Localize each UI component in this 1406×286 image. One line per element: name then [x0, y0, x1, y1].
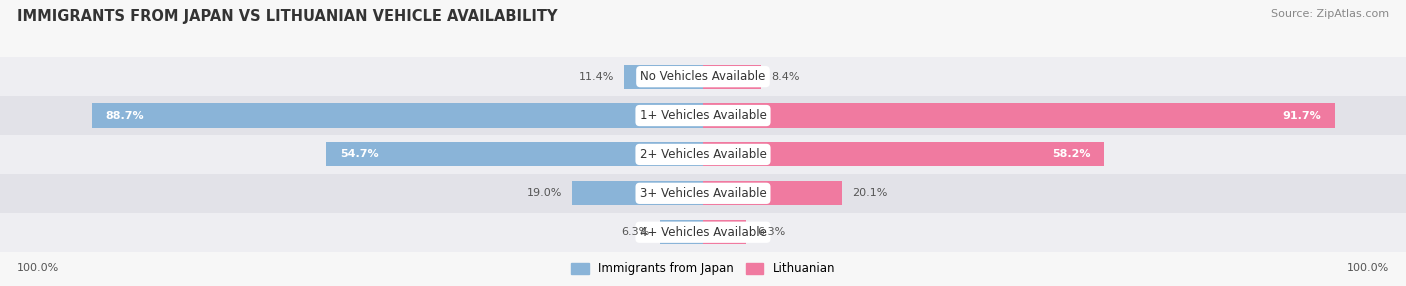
Bar: [0, 174, 1406, 213]
Bar: [703, 65, 761, 89]
Text: 19.0%: 19.0%: [526, 188, 562, 198]
Text: 100.0%: 100.0%: [17, 263, 59, 273]
Bar: [703, 220, 747, 244]
Bar: [0, 213, 1406, 252]
Text: Source: ZipAtlas.com: Source: ZipAtlas.com: [1271, 9, 1389, 19]
Text: 54.7%: 54.7%: [340, 150, 378, 159]
Bar: [0, 96, 1406, 135]
Text: 6.3%: 6.3%: [621, 227, 650, 237]
Text: 91.7%: 91.7%: [1282, 111, 1322, 120]
Bar: [659, 220, 703, 244]
Text: 11.4%: 11.4%: [579, 72, 614, 82]
Bar: [326, 142, 703, 166]
Text: 2+ Vehicles Available: 2+ Vehicles Available: [640, 148, 766, 161]
Text: 8.4%: 8.4%: [772, 72, 800, 82]
Bar: [0, 135, 1406, 174]
Bar: [703, 142, 1104, 166]
Text: No Vehicles Available: No Vehicles Available: [640, 70, 766, 83]
Legend: Immigrants from Japan, Lithuanian: Immigrants from Japan, Lithuanian: [567, 258, 839, 280]
Bar: [0, 57, 1406, 96]
Bar: [703, 104, 1336, 128]
Bar: [572, 181, 703, 205]
Text: 1+ Vehicles Available: 1+ Vehicles Available: [640, 109, 766, 122]
Text: 6.3%: 6.3%: [756, 227, 785, 237]
Text: 3+ Vehicles Available: 3+ Vehicles Available: [640, 187, 766, 200]
Text: 100.0%: 100.0%: [1347, 263, 1389, 273]
Text: 58.2%: 58.2%: [1052, 150, 1090, 159]
Bar: [703, 181, 842, 205]
Bar: [91, 104, 703, 128]
Text: 4+ Vehicles Available: 4+ Vehicles Available: [640, 226, 766, 239]
Text: 88.7%: 88.7%: [105, 111, 143, 120]
Text: IMMIGRANTS FROM JAPAN VS LITHUANIAN VEHICLE AVAILABILITY: IMMIGRANTS FROM JAPAN VS LITHUANIAN VEHI…: [17, 9, 557, 23]
Text: 20.1%: 20.1%: [852, 188, 887, 198]
Bar: [624, 65, 703, 89]
